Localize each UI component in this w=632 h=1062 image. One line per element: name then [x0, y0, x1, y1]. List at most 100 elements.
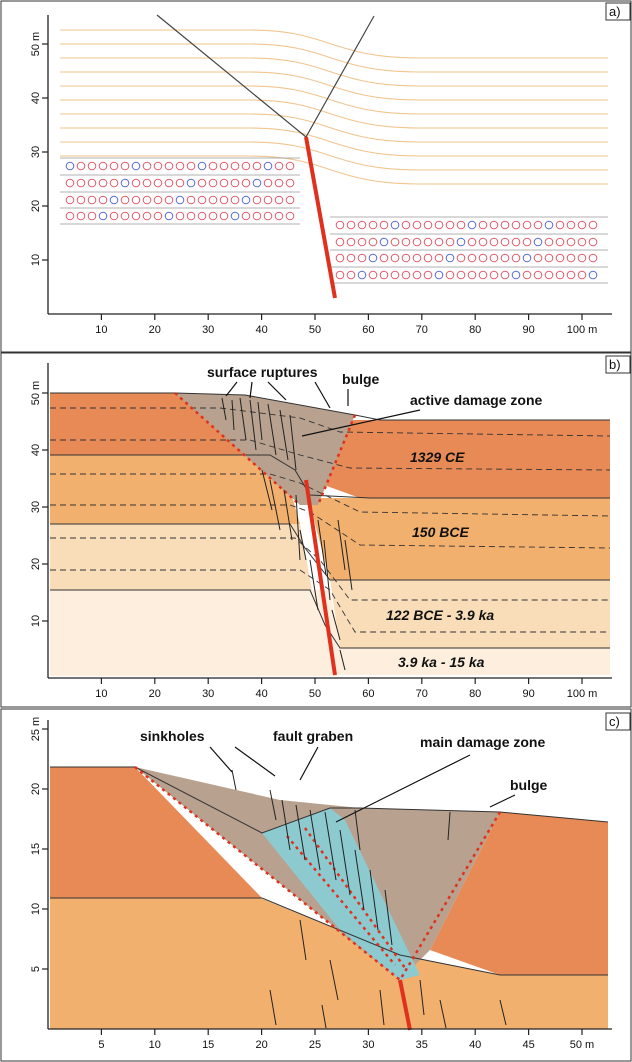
- bed-circle: [434, 270, 444, 280]
- panel-a-v-line-right: [305, 15, 375, 138]
- panel-c-layer-low: [50, 898, 608, 1029]
- bed-circle: [230, 195, 240, 205]
- bed-circle: [588, 253, 598, 263]
- panel-c-ann-main-damage-zone: main damage zone: [420, 734, 545, 750]
- bed-circle: [142, 178, 152, 188]
- panel-b-fractures: [221, 397, 353, 671]
- panel-a-label: a): [609, 4, 621, 19]
- bed-circle: [489, 253, 499, 263]
- x-tick-label: 20: [149, 324, 161, 336]
- panel-c-label-box: [605, 712, 631, 731]
- bed-circle: [489, 237, 499, 247]
- fracture-line: [261, 469, 273, 511]
- panel-b-boundary-3: [50, 589, 610, 649]
- bed-circle: [65, 161, 75, 171]
- x-tick-label: 70: [416, 688, 428, 700]
- fracture-line: [321, 1004, 327, 1029]
- layer-line: [60, 57, 608, 87]
- bed-circle: [379, 220, 389, 230]
- bed-circle: [379, 270, 389, 280]
- bed-circle: [98, 211, 108, 221]
- bed-circle: [434, 220, 444, 230]
- bed-circle: [208, 211, 218, 221]
- panel-b-unit-2: 150 BCE: [412, 524, 469, 540]
- bed-circle: [401, 270, 411, 280]
- arrow: [489, 794, 516, 808]
- bed-circle: [555, 237, 565, 247]
- y-tick-label: 20: [30, 558, 42, 570]
- bed-circle: [208, 178, 218, 188]
- fracture-line: [299, 919, 307, 961]
- bed-circle: [544, 237, 554, 247]
- bed-circle: [241, 211, 251, 221]
- bed-circle: [109, 178, 119, 188]
- bed-circle: [285, 161, 295, 171]
- bed-circle: [500, 253, 510, 263]
- bed-circle: [412, 270, 422, 280]
- fracture-line: [384, 889, 393, 946]
- y-tick-label: 40: [30, 92, 42, 104]
- bed-circle: [445, 253, 455, 263]
- bed-circle: [478, 270, 488, 280]
- bed-circle: [98, 161, 108, 171]
- bed-circle: [120, 195, 130, 205]
- bed-circle: [401, 237, 411, 247]
- bed-circle: [175, 178, 185, 188]
- panel-b-layer-low-right: [330, 580, 610, 648]
- layer-line: [60, 113, 608, 143]
- panel-c-label: c): [609, 714, 620, 729]
- arrow: [225, 381, 238, 397]
- bed-circle: [489, 220, 499, 230]
- bed-circle: [175, 195, 185, 205]
- fracture-line: [231, 399, 235, 431]
- bed-circle: [555, 220, 565, 230]
- bed-circle: [511, 270, 521, 280]
- panel-b-layer-base-left: [50, 590, 337, 676]
- panel-c-graben-fault-2: [303, 827, 407, 969]
- bed-circle: [153, 161, 163, 171]
- y-tick-label: 50 m: [30, 32, 42, 56]
- layer-line: [60, 155, 608, 185]
- y-tick-label: 30: [30, 146, 42, 158]
- bed-circle: [252, 195, 262, 205]
- panel-a-fault: [304, 136, 337, 299]
- bed-circle: [346, 220, 356, 230]
- y-tick-label: 25 m: [30, 717, 42, 741]
- bed-circle: [164, 211, 174, 221]
- bed-circle: [241, 195, 251, 205]
- arrow: [314, 381, 331, 409]
- panel-b-ann-bulge: bulge: [342, 371, 380, 387]
- panel-b-boundary-2: [50, 523, 610, 581]
- bed-circle: [368, 220, 378, 230]
- panel-c-ann-bulge: bulge: [510, 777, 548, 793]
- bed-circle: [186, 195, 196, 205]
- bed-circle: [241, 178, 251, 188]
- arrow: [299, 746, 319, 781]
- bed-circle: [197, 178, 207, 188]
- bed-circle: [555, 270, 565, 280]
- x-tick-label: 30: [362, 1039, 374, 1051]
- bed-circle: [467, 253, 477, 263]
- y-tick-label: 10: [30, 903, 42, 915]
- fracture-line: [354, 809, 361, 851]
- panel-b-dz-right: [316, 414, 357, 506]
- bed-circle: [456, 220, 466, 230]
- fracture-line: [369, 869, 379, 931]
- x-tick-label: 100 m: [567, 324, 598, 336]
- fracture-line: [299, 529, 307, 561]
- panel-c: sinkholes fault graben main damage zone …: [0, 708, 632, 1062]
- panel-b-layer-low: [50, 524, 312, 590]
- fracture-line: [339, 649, 346, 671]
- bed-circle: [588, 220, 598, 230]
- bed-circle: [230, 161, 240, 171]
- bed-circle: [98, 178, 108, 188]
- bed-circle: [263, 211, 273, 221]
- panel-b-damage-zone: [175, 393, 355, 505]
- fracture-line: [339, 829, 351, 896]
- bed-circle: [401, 220, 411, 230]
- bed-circle: [87, 195, 97, 205]
- bed-circle: [467, 270, 477, 280]
- fracture-line: [324, 811, 337, 881]
- bed-circle: [230, 178, 240, 188]
- y-tick-label: 10: [30, 615, 42, 627]
